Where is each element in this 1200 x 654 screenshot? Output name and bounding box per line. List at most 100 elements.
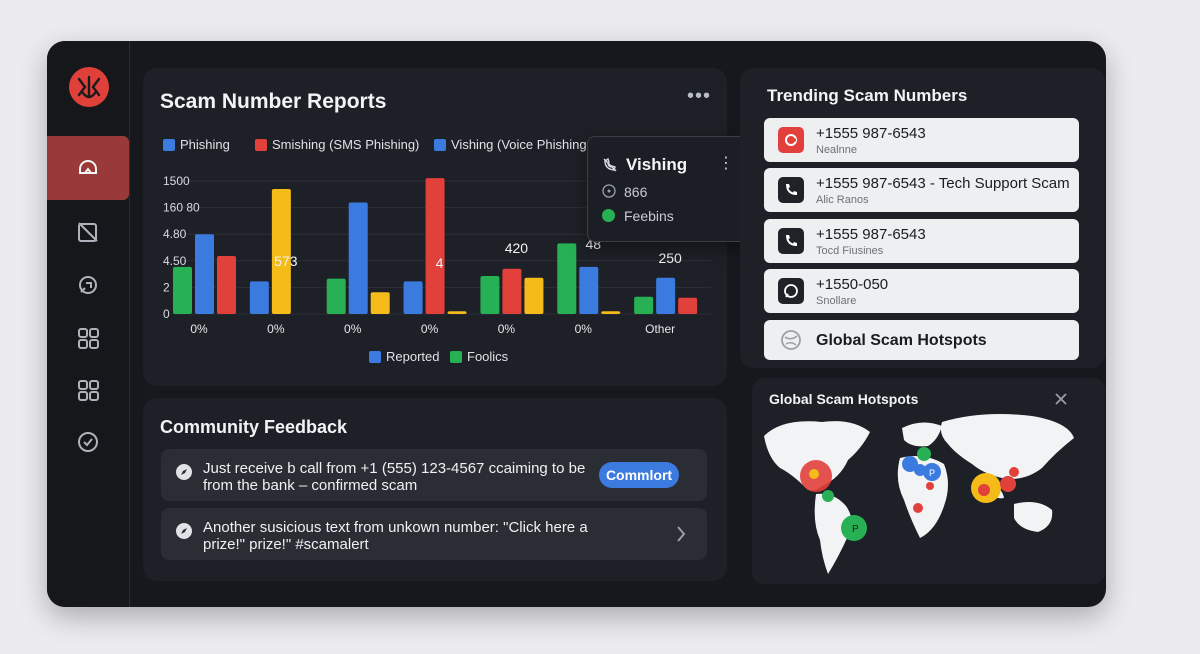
tooltip-title: Vishing [626,155,688,174]
legend-vishing: Vishing (Voice Phishing [434,137,587,152]
data-label: 420 [505,240,529,256]
legend-reported: Reported [369,349,439,364]
map-pin-label: P [929,468,935,478]
chevron-right-icon[interactable] [675,524,687,544]
reports-title: Scam Number Reports [160,90,387,113]
search-block-icon [79,276,97,294]
y-tick-label: 1500 [163,174,190,188]
trending-sub: Alic Ranos [816,194,869,206]
hotspot-link[interactable]: Global Scam Hotspots [764,320,1079,360]
sidebar-item-grid-2[interactable] [47,358,129,422]
no-call-icon [603,157,617,172]
map-pin-label: P [852,524,859,535]
trending-item[interactable]: +1555 987-6543 Nealnne [764,118,1079,162]
bar[interactable] [502,268,522,314]
bar[interactable] [634,296,654,314]
legend-foolics: Foolics [450,349,508,364]
map-title: Global Scam Hotspots [769,391,919,407]
bar[interactable] [480,275,500,314]
grid-icon-2 [78,380,99,401]
bar[interactable] [601,311,621,314]
data-label: 4 [436,255,444,271]
x-tick-label: 0% [344,322,362,336]
trending-number: +1550-050 [816,276,889,293]
more-vertical-icon[interactable]: ⋮ [718,155,734,172]
close-icon[interactable] [1054,392,1068,406]
bar[interactable] [678,297,698,314]
sidebar-item-verified[interactable] [47,410,129,474]
feedback-text: Just receive b call from +1 (555) 123-45… [203,460,586,494]
hotspot-link-label: Global Scam Hotspots [816,332,987,349]
bar-chart: 1500 160 80 4.80 4.50 2 0 0% 0% 0% 0% 0% 0% Other 573… [163,174,711,336]
y-tick-label: 4.50 [163,254,187,268]
trending-number: +1555 987-6543 [816,226,926,243]
feedback-title: Community Feedback [160,417,348,437]
sidebar-item-alerts[interactable] [47,136,129,200]
y-tick-label: 160 80 [163,201,200,215]
trending-item[interactable]: +1555 987-6543 Tocd Fiusines [764,219,1079,263]
feedback-text: Another susicious text from unkown numbe… [203,519,588,553]
tooltip-label: Feebins [624,208,674,224]
bar[interactable] [173,266,192,314]
data-label: 250 [658,250,682,266]
compass-icon [176,523,192,539]
bar[interactable] [557,243,577,314]
bar[interactable] [195,234,214,314]
map-card: Global Scam Hotspots [752,378,1105,584]
tooltip-value: 866 [624,184,648,200]
y-tick-label: 2 [163,280,170,294]
compass-small-icon [602,184,616,198]
bar[interactable] [447,311,467,314]
comment-button[interactable]: Commlort [599,462,679,488]
bar[interactable] [425,178,445,314]
legend-smishing: Smishing (SMS Phishing) [255,137,419,152]
x-tick-label: 0% [190,322,208,336]
sidebar [47,41,130,607]
sidebar-item-search[interactable] [47,253,129,317]
app-window: Scam Number Reports ••• Phishing Smishin… [47,41,1106,607]
sidebar-item-grid[interactable] [47,306,129,370]
y-tick-label: 0 [163,307,170,321]
trending-sub: Tocd Fiusines [816,245,884,257]
grid-icon [78,328,99,349]
bar[interactable] [217,256,236,314]
trending-number: +1555 987-6543 [816,125,926,142]
bar[interactable] [249,281,269,314]
legend-phishing: Phishing [163,137,230,152]
trending-number: +1555 987-6543 - Tech Support Scam [816,175,1070,192]
trending-sub: Nealnne [816,144,857,156]
bar[interactable] [370,292,390,314]
chat-icon [778,278,804,304]
bar[interactable] [579,266,599,314]
more-horizontal-icon[interactable]: ••• [687,85,712,107]
green-dot-icon [602,209,615,222]
globe-icon [778,327,804,353]
x-tick-label: Other [645,322,675,336]
phone-icon [778,228,804,254]
trending-item[interactable]: +1550-050 Snollare [764,269,1079,313]
feedback-item[interactable]: Just receive b call from +1 (555) 123-45… [161,449,707,501]
data-label: 573 [274,253,298,269]
y-tick-label: 4.80 [163,227,187,241]
bar[interactable] [656,277,676,314]
alert-bell-icon [79,160,97,174]
bar[interactable] [524,277,544,314]
x-tick-label: 0% [498,322,516,336]
x-tick-label: 0% [575,322,593,336]
check-circle-icon [78,432,98,452]
trending-title: Trending Scam Numbers [767,86,968,105]
compass-icon [176,464,192,480]
no-call-icon [78,222,98,242]
sidebar-item-blocked[interactable] [47,200,129,264]
world-map: P P [764,414,1074,574]
alert-icon [778,127,804,153]
feedback-item[interactable]: Another susicious text from unkown numbe… [161,508,707,560]
bar[interactable] [271,188,291,314]
trending-item[interactable]: +1555 987-6543 - Tech Support Scam Alic … [764,168,1079,212]
bar[interactable] [403,281,423,314]
bar[interactable] [326,278,346,314]
vishing-tooltip: Vishing ⋮ 866 Feebins [587,136,751,242]
fist-logo-icon[interactable] [67,65,111,109]
bar[interactable] [348,202,368,314]
x-tick-label: 0% [267,322,285,336]
